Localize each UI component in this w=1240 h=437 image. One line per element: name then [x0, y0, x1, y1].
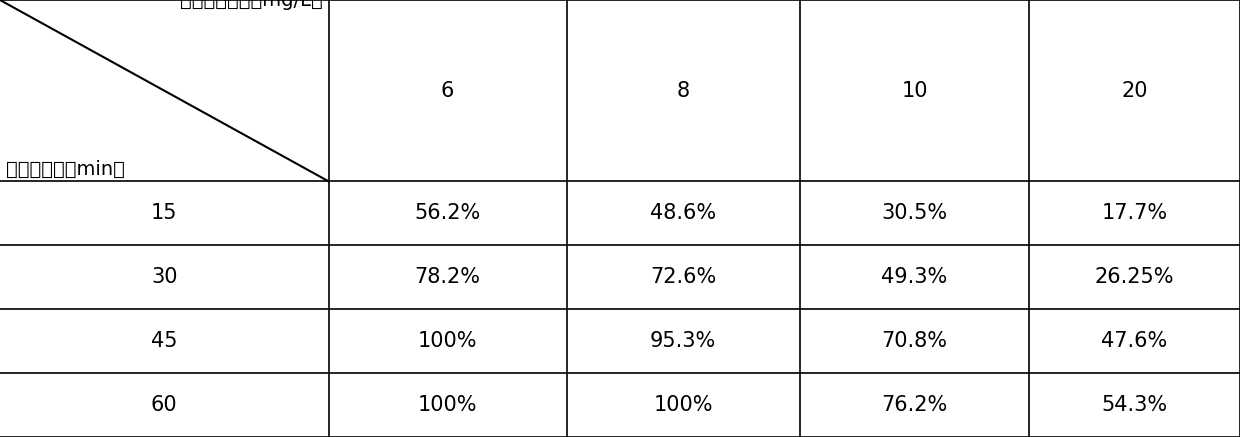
Text: 100%: 100%	[653, 395, 713, 415]
Text: 95.3%: 95.3%	[650, 331, 717, 351]
Text: 72.6%: 72.6%	[650, 267, 717, 287]
Text: 78.2%: 78.2%	[414, 267, 481, 287]
Text: 26.25%: 26.25%	[1095, 267, 1174, 287]
Text: 49.3%: 49.3%	[882, 267, 947, 287]
Text: 20: 20	[1121, 81, 1148, 101]
Text: 100%: 100%	[418, 331, 477, 351]
Text: 56.2%: 56.2%	[414, 203, 481, 223]
Text: 8: 8	[677, 81, 689, 101]
Text: 30: 30	[151, 267, 177, 287]
Text: 45: 45	[151, 331, 177, 351]
Text: 54.3%: 54.3%	[1101, 395, 1168, 415]
Text: 100%: 100%	[418, 395, 477, 415]
Text: 甲醒初始浓度（mg/L）: 甲醒初始浓度（mg/L）	[180, 0, 322, 10]
Text: 15: 15	[151, 203, 177, 223]
Text: 照射时间　（min）: 照射时间 （min）	[6, 160, 125, 179]
Text: 60: 60	[151, 395, 177, 415]
Text: 17.7%: 17.7%	[1101, 203, 1168, 223]
Text: 70.8%: 70.8%	[882, 331, 947, 351]
Text: 47.6%: 47.6%	[1101, 331, 1168, 351]
Text: 10: 10	[901, 81, 928, 101]
Text: 76.2%: 76.2%	[882, 395, 947, 415]
Text: 6: 6	[441, 81, 454, 101]
Text: 30.5%: 30.5%	[882, 203, 947, 223]
Text: 48.6%: 48.6%	[650, 203, 717, 223]
